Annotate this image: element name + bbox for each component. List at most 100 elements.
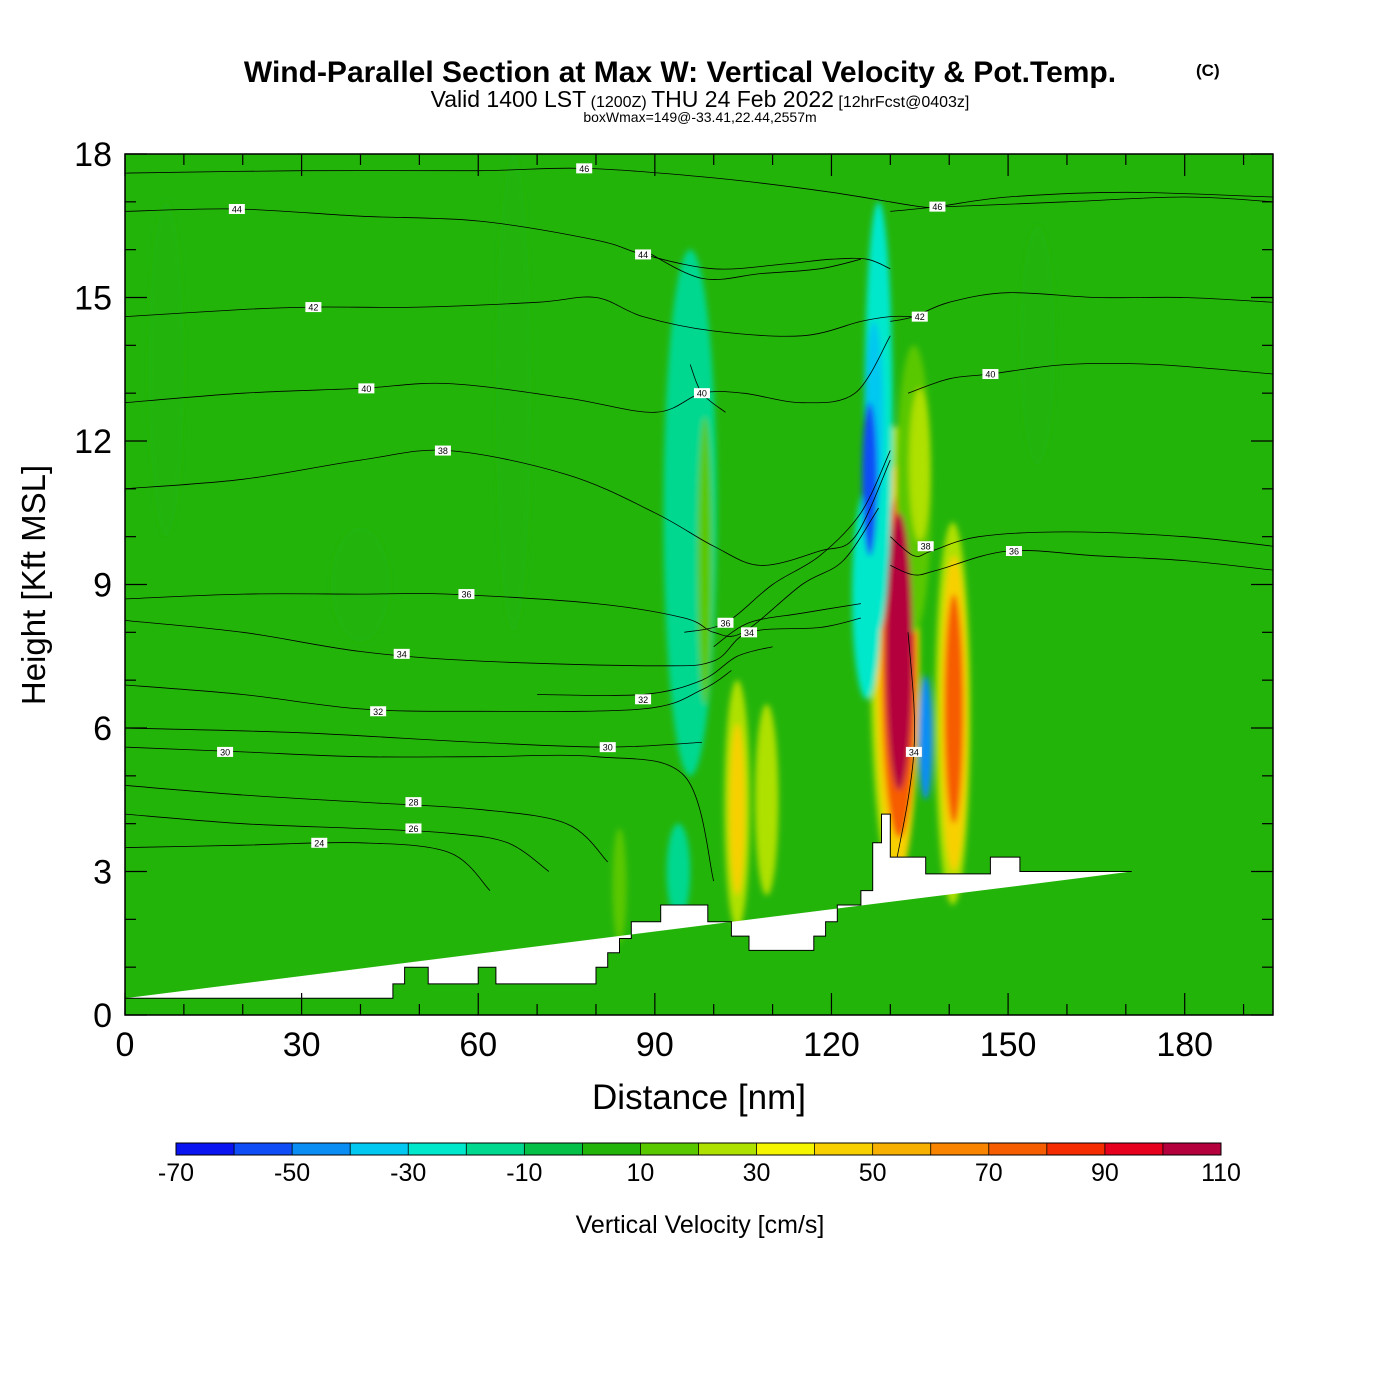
theta-contour — [537, 646, 773, 696]
colorbar-swatch — [814, 1143, 874, 1155]
contour-label-box — [717, 617, 734, 628]
contour-label: 28 — [408, 798, 418, 808]
contour-label: 42 — [308, 303, 318, 313]
contour-label: 30 — [603, 743, 613, 753]
chart-title: Wind-Parallel Section at Max W: Vertical… — [244, 56, 1116, 89]
colorbar-swatch — [756, 1143, 816, 1155]
x-axis-label: Distance [nm] — [592, 1078, 806, 1117]
x-tick-label: 30 — [283, 1026, 321, 1064]
x-tick-label: 0 — [116, 1026, 135, 1064]
contour-label: 34 — [744, 628, 754, 638]
colorbar-tick-label: 90 — [1091, 1159, 1119, 1187]
velocity-feature — [495, 154, 532, 633]
contour-label: 36 — [461, 590, 471, 600]
velocity-feature — [148, 201, 184, 537]
velocity-feature — [729, 723, 745, 896]
contour-label: 38 — [438, 446, 448, 456]
colorbar-tick-label: 30 — [743, 1159, 771, 1187]
contour-label: 42 — [915, 312, 925, 322]
contour-label: 40 — [361, 384, 371, 394]
colorbar-swatch — [698, 1143, 758, 1155]
subtitle-forecast: [12hrFcst@0403z] — [838, 94, 969, 111]
contour-label-box — [905, 746, 922, 757]
velocity-feature — [612, 828, 627, 944]
contour-label: 34 — [397, 649, 407, 659]
theta-contour — [125, 449, 891, 566]
contour-label-box — [405, 797, 422, 808]
colorbar-tick-label: -10 — [506, 1159, 542, 1187]
velocity-feature — [909, 388, 931, 542]
contour-label-box — [458, 589, 475, 600]
contour-label-box — [311, 837, 328, 848]
velocity-feature — [862, 402, 878, 556]
y-tick-label: 12 — [74, 423, 112, 461]
contour-label-box — [305, 302, 322, 313]
velocity-feature — [885, 512, 913, 791]
contour-label-box — [405, 823, 422, 834]
contour-label-box — [370, 706, 387, 717]
colorbar-swatch — [176, 1143, 235, 1155]
contour-label: 40 — [697, 389, 707, 399]
contour-label-box — [741, 627, 758, 638]
colorbar-swatch — [640, 1143, 699, 1155]
theta-contour — [907, 362, 1273, 394]
colorbar-swatch — [292, 1143, 351, 1155]
theta-contour — [125, 296, 914, 337]
contour-label: 38 — [921, 542, 931, 552]
contour-label: 36 — [720, 618, 730, 628]
colorbar-label: Vertical Velocity [cm/s] — [576, 1211, 825, 1239]
colorbar-tick-label: -70 — [158, 1159, 194, 1187]
contour-label: 44 — [638, 250, 648, 260]
subtitle-valid: Valid 1400 LST — [431, 86, 587, 112]
velocity-feature — [666, 823, 691, 920]
theta-contour — [713, 603, 861, 648]
colorbar-swatch — [234, 1143, 293, 1155]
velocity-feature — [1019, 225, 1056, 465]
subtitle-date: THU 24 Feb 2022 — [651, 86, 834, 112]
theta-contour — [125, 670, 732, 712]
contour-label: 32 — [638, 695, 648, 705]
y-tick-label: 3 — [93, 854, 112, 892]
contour-label-box — [693, 388, 710, 399]
colorbar: -70 -50 -30 -10 10 30 50 70 90 110 — [158, 1142, 1241, 1187]
velocity-feature — [331, 527, 390, 642]
x-tick-label: 90 — [636, 1026, 674, 1064]
theta-contour — [642, 249, 861, 280]
colorbar-swatch — [930, 1143, 990, 1155]
x-ticks: 0 30 60 90 120 150 180 — [116, 154, 1245, 1064]
x-tick-label: 150 — [980, 1026, 1037, 1064]
colorbar-swatch — [466, 1143, 525, 1155]
contour-label: 44 — [232, 205, 242, 215]
y-tick-label: 18 — [74, 136, 112, 174]
contour-label-box — [393, 648, 410, 659]
theta-contour — [125, 727, 702, 748]
colorbar-tick-label: 110 — [1201, 1159, 1241, 1187]
colorbar-swatch — [582, 1143, 641, 1155]
colorbar-swatch — [408, 1143, 467, 1155]
colorbar-swatch — [988, 1143, 1048, 1155]
colorbar-swatch — [1104, 1143, 1164, 1155]
contour-label: 34 — [909, 747, 919, 757]
colorbar-tick-label: 50 — [859, 1159, 887, 1187]
colorbar-tick-label: -50 — [274, 1159, 310, 1187]
colorbar-swatch — [1046, 1143, 1106, 1155]
contour-label-box — [1005, 546, 1022, 557]
theta-contour — [125, 813, 550, 872]
theta-contour — [125, 167, 1273, 209]
y-tick-label: 6 — [93, 710, 112, 748]
velocity-feature — [754, 704, 779, 896]
theta-contour — [125, 842, 491, 891]
velocity-feature — [944, 594, 964, 824]
theta-contour — [125, 785, 608, 863]
contour-label-box — [635, 694, 652, 705]
theta-contour — [125, 208, 891, 270]
contour-label: 30 — [220, 747, 230, 757]
colorbar-swatch — [350, 1143, 409, 1155]
contour-label: 46 — [579, 164, 589, 174]
contour-label: 24 — [314, 838, 324, 848]
chart-subtitle: Valid 1400 LST (1200Z) THU 24 Feb 2022 [… — [431, 86, 970, 112]
theta-contour — [125, 746, 715, 882]
y-tick-label: 0 — [93, 997, 112, 1035]
colorbar-tick-label: -30 — [390, 1159, 426, 1187]
